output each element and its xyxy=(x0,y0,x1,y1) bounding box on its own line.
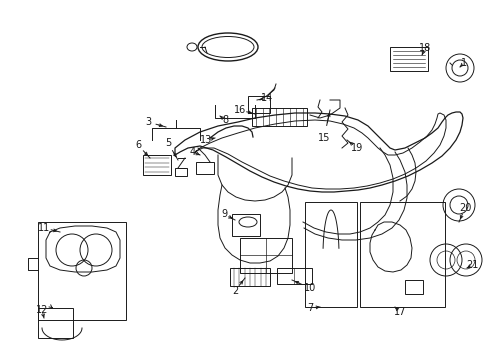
Bar xyxy=(404,280,422,294)
Text: 4: 4 xyxy=(189,147,196,157)
Bar xyxy=(38,222,126,320)
Text: 14: 14 xyxy=(260,93,273,103)
Bar xyxy=(240,238,291,273)
Bar xyxy=(305,202,356,307)
Text: 20: 20 xyxy=(458,203,470,213)
Bar xyxy=(247,96,269,113)
Bar xyxy=(142,155,171,175)
Bar xyxy=(196,162,214,174)
Text: 12: 12 xyxy=(36,305,48,315)
Bar xyxy=(359,202,444,307)
Text: 15: 15 xyxy=(317,133,329,143)
Bar xyxy=(175,168,186,176)
Bar xyxy=(229,268,269,286)
Text: 7: 7 xyxy=(306,303,312,313)
Text: 6: 6 xyxy=(135,140,141,150)
Text: 9: 9 xyxy=(221,209,226,219)
Text: 21: 21 xyxy=(465,260,477,270)
Bar xyxy=(38,308,73,338)
Text: 2: 2 xyxy=(231,286,238,296)
Text: 16: 16 xyxy=(233,105,245,115)
Text: 19: 19 xyxy=(350,143,363,153)
Bar xyxy=(251,108,306,126)
Bar xyxy=(231,214,260,236)
Text: 10: 10 xyxy=(303,283,315,293)
Text: 17: 17 xyxy=(393,307,406,317)
Bar xyxy=(276,268,311,284)
Text: 3: 3 xyxy=(144,117,151,127)
Bar xyxy=(389,47,427,71)
Text: 1: 1 xyxy=(460,58,466,68)
Text: 8: 8 xyxy=(222,115,227,125)
Text: 5: 5 xyxy=(164,138,171,148)
Text: 18: 18 xyxy=(418,43,430,53)
Text: 11: 11 xyxy=(38,223,50,233)
Text: 13: 13 xyxy=(200,135,212,145)
